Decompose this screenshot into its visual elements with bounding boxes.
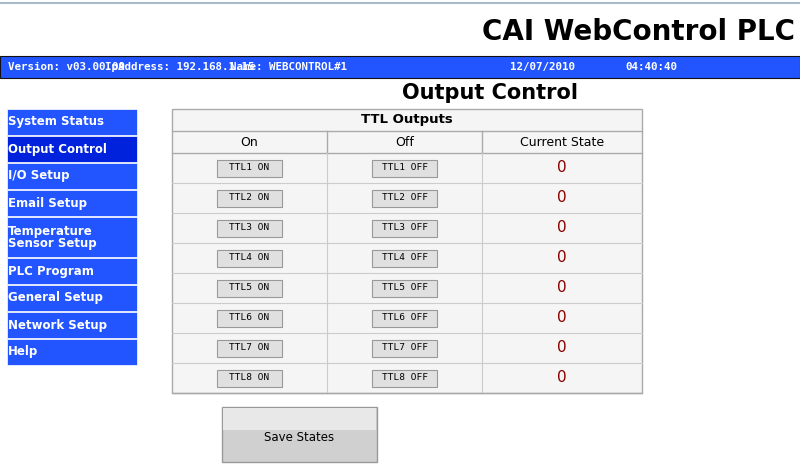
- Text: Temperature: Temperature: [8, 225, 93, 237]
- Text: TTL1 OFF: TTL1 OFF: [382, 164, 427, 172]
- FancyBboxPatch shape: [372, 219, 437, 236]
- FancyBboxPatch shape: [372, 310, 437, 327]
- Text: General Setup: General Setup: [8, 291, 103, 305]
- Text: 0: 0: [557, 220, 567, 235]
- Bar: [7, 136, 137, 162]
- Text: Help: Help: [8, 345, 38, 359]
- Bar: [7, 190, 137, 216]
- Bar: [7, 339, 137, 365]
- Bar: [7, 285, 137, 311]
- Text: 0: 0: [557, 340, 567, 355]
- Text: Email Setup: Email Setup: [8, 196, 87, 210]
- Text: Output Control: Output Control: [8, 142, 107, 156]
- FancyBboxPatch shape: [217, 250, 282, 266]
- Text: 04:40:40: 04:40:40: [625, 62, 677, 72]
- FancyBboxPatch shape: [372, 189, 437, 206]
- Text: TTL2 OFF: TTL2 OFF: [382, 194, 427, 203]
- Bar: [223, 408, 376, 430]
- Text: TTL Outputs: TTL Outputs: [361, 113, 453, 126]
- Text: TTL7 OFF: TTL7 OFF: [382, 344, 427, 352]
- FancyBboxPatch shape: [217, 219, 282, 236]
- FancyBboxPatch shape: [217, 159, 282, 177]
- FancyBboxPatch shape: [217, 339, 282, 357]
- Text: CAI WebControl PLC: CAI WebControl PLC: [482, 18, 795, 46]
- FancyBboxPatch shape: [372, 339, 437, 357]
- Text: Save States: Save States: [265, 431, 334, 444]
- Text: TTL8 ON: TTL8 ON: [230, 374, 270, 383]
- Bar: [7, 217, 137, 257]
- Bar: [7, 163, 137, 189]
- Text: I/O Setup: I/O Setup: [8, 170, 70, 182]
- Text: Name: WEBCONTROL#1: Name: WEBCONTROL#1: [230, 62, 347, 72]
- Text: TTL4 OFF: TTL4 OFF: [382, 253, 427, 263]
- Text: TTL1 ON: TTL1 ON: [230, 164, 270, 172]
- Bar: [7, 312, 137, 338]
- FancyBboxPatch shape: [372, 250, 437, 266]
- FancyBboxPatch shape: [222, 407, 377, 462]
- Text: 0: 0: [557, 281, 567, 296]
- Bar: [0, 56, 800, 78]
- FancyBboxPatch shape: [372, 369, 437, 386]
- Text: On: On: [241, 135, 258, 149]
- Text: IpAddress: 192.168.1.15: IpAddress: 192.168.1.15: [105, 62, 254, 72]
- Text: 0: 0: [557, 190, 567, 205]
- Text: Output Control: Output Control: [402, 83, 578, 103]
- FancyBboxPatch shape: [217, 369, 282, 386]
- Text: 12/07/2010: 12/07/2010: [510, 62, 575, 72]
- FancyBboxPatch shape: [217, 280, 282, 297]
- Text: TTL4 ON: TTL4 ON: [230, 253, 270, 263]
- FancyBboxPatch shape: [217, 310, 282, 327]
- Text: TTL2 ON: TTL2 ON: [230, 194, 270, 203]
- Text: 0: 0: [557, 370, 567, 385]
- Text: TTL6 OFF: TTL6 OFF: [382, 313, 427, 322]
- FancyBboxPatch shape: [372, 159, 437, 177]
- FancyBboxPatch shape: [372, 280, 437, 297]
- Text: 0: 0: [557, 311, 567, 326]
- Text: TTL7 ON: TTL7 ON: [230, 344, 270, 352]
- Text: TTL5 ON: TTL5 ON: [230, 283, 270, 292]
- Bar: [7, 258, 137, 284]
- Text: PLC Program: PLC Program: [8, 265, 94, 277]
- Text: TTL8 OFF: TTL8 OFF: [382, 374, 427, 383]
- FancyBboxPatch shape: [217, 189, 282, 206]
- Text: Off: Off: [395, 135, 414, 149]
- Bar: [7, 109, 137, 135]
- Text: System Status: System Status: [8, 116, 104, 128]
- Text: Network Setup: Network Setup: [8, 319, 107, 331]
- Text: Current State: Current State: [520, 135, 604, 149]
- Text: 0: 0: [557, 251, 567, 266]
- Text: Sensor Setup: Sensor Setup: [8, 237, 97, 251]
- Text: Version: v03.00.09: Version: v03.00.09: [8, 62, 125, 72]
- Text: TTL5 OFF: TTL5 OFF: [382, 283, 427, 292]
- Text: TTL6 ON: TTL6 ON: [230, 313, 270, 322]
- Text: 0: 0: [557, 160, 567, 175]
- Bar: [172, 109, 642, 393]
- Text: TTL3 OFF: TTL3 OFF: [382, 224, 427, 233]
- Text: TTL3 ON: TTL3 ON: [230, 224, 270, 233]
